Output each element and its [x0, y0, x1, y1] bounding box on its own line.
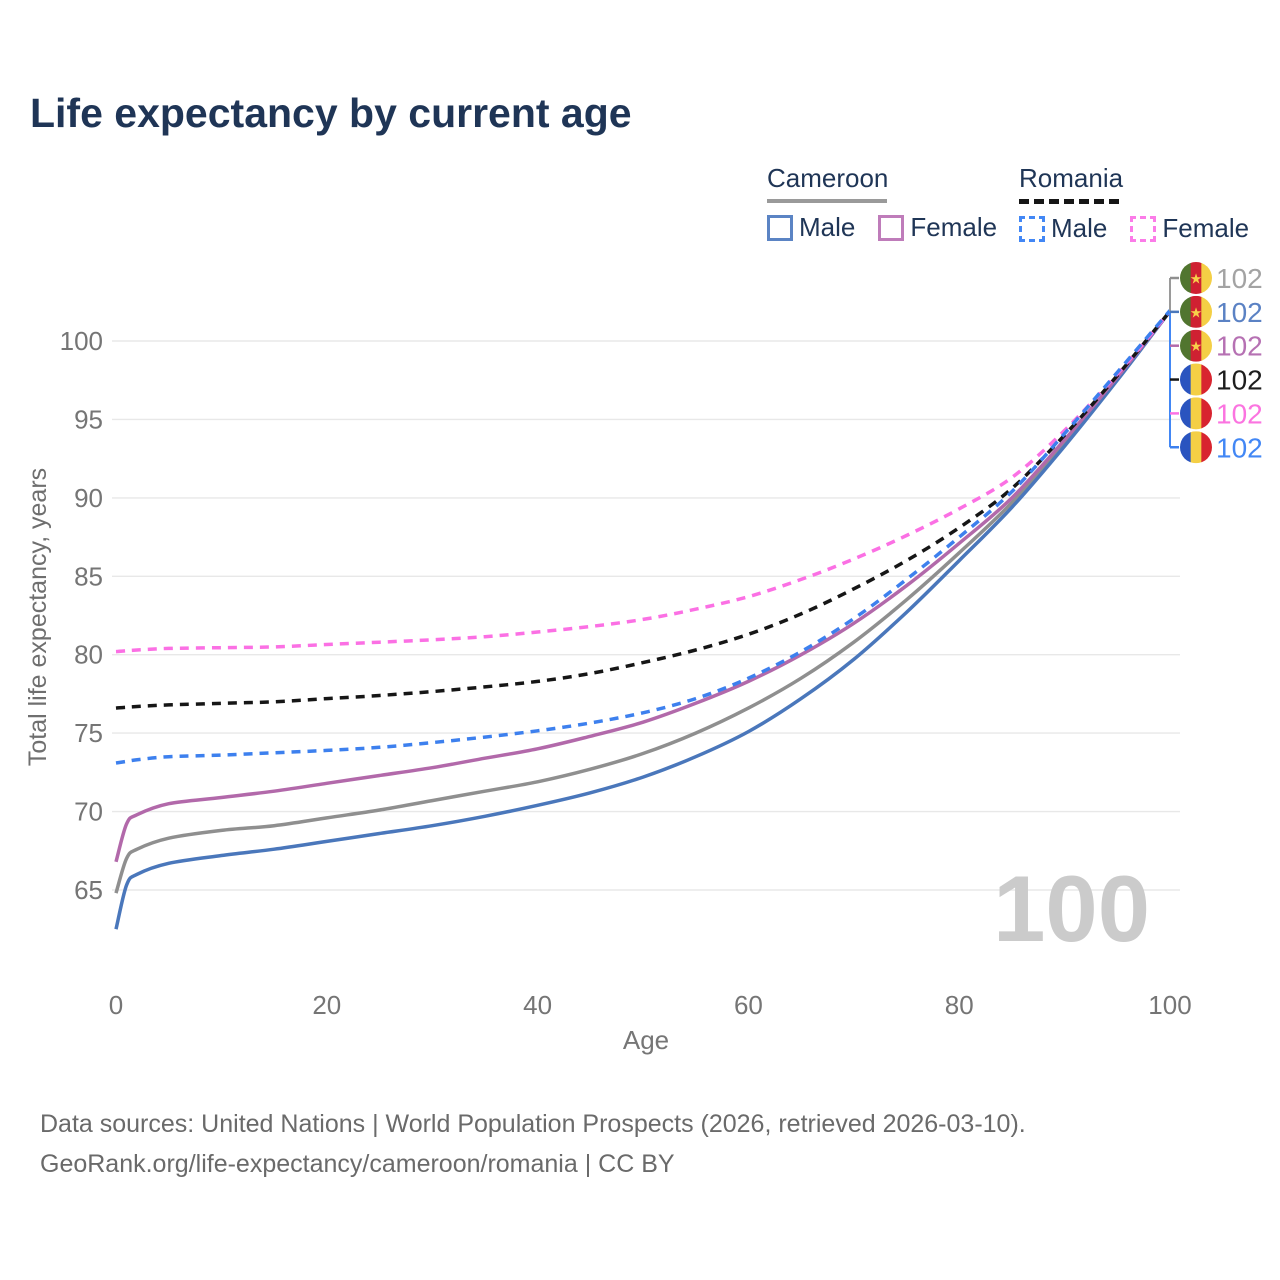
y-tick-labels: 65 70 75 80 85 90 95 100 — [60, 326, 103, 905]
series-lines — [114, 309, 1172, 930]
end-label-romania-female: 102 — [1180, 397, 1263, 430]
end-value-label: 102 — [1216, 432, 1263, 463]
x-tick-label: 20 — [312, 990, 341, 1020]
legend-label: Male — [799, 212, 856, 242]
romania-line-sample — [1019, 199, 1119, 204]
legend-label: Female — [910, 212, 998, 242]
checkbox-romania-female[interactable] — [1130, 215, 1157, 242]
flag-star: ★ — [1190, 271, 1203, 287]
cameroon-flag-icon: ★ — [1180, 262, 1212, 294]
y-tick-label: 85 — [74, 561, 103, 591]
end-value-label: 102 — [1216, 297, 1263, 328]
legend-country-romania[interactable]: Romania — [1019, 163, 1124, 193]
checkbox-cameroon-female[interactable] — [878, 214, 905, 241]
x-tick-label: 60 — [734, 990, 763, 1020]
romania-flag-icon — [1180, 431, 1212, 464]
end-value-label: 102 — [1216, 331, 1263, 362]
legend-item-cameroon-male[interactable]: Male — [767, 212, 855, 243]
end-value-label: 102 — [1216, 263, 1263, 294]
end-label-romania-male: 102 — [1180, 431, 1263, 464]
x-tick-labels: 0 20 40 60 80 100 — [109, 990, 1192, 1020]
flag-star: ★ — [1190, 304, 1203, 320]
legend-label: Female — [1162, 213, 1250, 243]
y-tick-label: 100 — [60, 326, 103, 356]
romania-flag-icon — [1180, 397, 1212, 430]
series-line-romania-male[interactable] — [115, 309, 1172, 765]
cameroon-flag-icon: ★ — [1180, 295, 1212, 328]
y-tick-label: 80 — [74, 640, 103, 670]
series-line-romania-female[interactable] — [115, 310, 1172, 654]
end-label-romania-both: 102 — [1180, 363, 1263, 396]
end-value-label: 102 — [1216, 365, 1263, 396]
y-tick-label: 90 — [74, 483, 103, 513]
x-tick-label: 0 — [109, 990, 123, 1020]
series-line-romania-both[interactable] — [115, 310, 1172, 710]
legend-item-cameroon-female[interactable]: Female — [878, 212, 997, 243]
end-label-connectors — [1169, 276, 1179, 449]
cameroon-line-sample — [767, 199, 887, 203]
y-axis-title: Total life expectancy, years — [24, 468, 52, 766]
end-value-label: 102 — [1216, 398, 1263, 429]
romania-flag-icon — [1180, 363, 1212, 396]
series-line-cameroon-male[interactable] — [114, 310, 1172, 930]
end-label-cameroon-female: ★ 102 — [1180, 329, 1263, 362]
age-watermark: 100 — [993, 856, 1150, 961]
series-line-cameroon-both[interactable] — [114, 310, 1172, 894]
legend-group-romania: Romania Male Female — [1019, 163, 1249, 244]
series-line-cameroon-female[interactable] — [114, 310, 1172, 863]
legend-item-romania-female[interactable]: Female — [1130, 213, 1249, 244]
page-title: Life expectancy by current age — [30, 90, 632, 136]
end-label-cameroon-both: ★ 102 — [1180, 262, 1263, 294]
checkbox-cameroon-male[interactable] — [767, 214, 793, 241]
y-tick-label: 95 — [74, 404, 103, 434]
legend-label: Male — [1051, 213, 1108, 243]
x-axis-title: Age — [623, 1025, 669, 1055]
x-tick-label: 80 — [945, 990, 974, 1020]
y-tick-label: 70 — [74, 797, 103, 827]
legend-item-romania-male[interactable]: Male — [1019, 213, 1107, 244]
y-tick-label: 75 — [74, 718, 103, 748]
checkbox-romania-male[interactable] — [1019, 215, 1045, 242]
cameroon-flag-icon: ★ — [1180, 329, 1212, 362]
x-tick-label: 100 — [1148, 990, 1191, 1020]
y-tick-label: 65 — [74, 875, 103, 905]
legend-group-cameroon: Cameroon Male Female — [767, 163, 997, 243]
flag-star: ★ — [1190, 338, 1203, 354]
gridlines — [112, 340, 1180, 891]
footer-sources: Data sources: United Nations | World Pop… — [40, 1110, 1026, 1138]
footer-url: GeoRank.org/life-expectancy/cameroon/rom… — [40, 1150, 675, 1178]
end-label-cameroon-male: ★ 102 — [1180, 295, 1263, 328]
legend-country-cameroon[interactable]: Cameroon — [767, 163, 889, 193]
x-tick-label: 40 — [523, 990, 552, 1020]
